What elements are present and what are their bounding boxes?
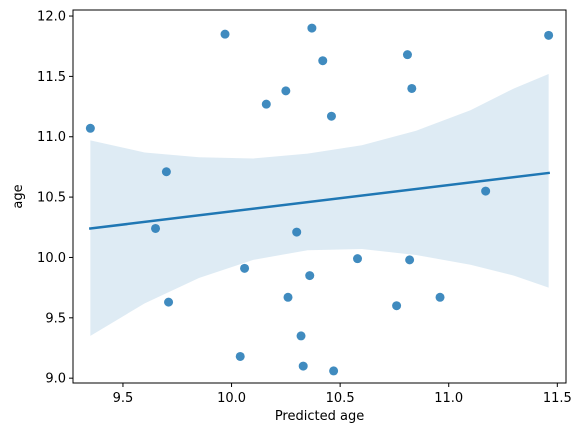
data-point bbox=[220, 29, 230, 39]
confidence-band-layer bbox=[90, 73, 549, 336]
y-tick-label: 11.5 bbox=[37, 70, 66, 85]
data-point bbox=[307, 23, 317, 33]
data-point bbox=[296, 331, 306, 341]
data-point bbox=[161, 167, 171, 177]
data-point bbox=[305, 271, 315, 281]
data-points-layer bbox=[85, 23, 554, 376]
data-point bbox=[544, 30, 554, 40]
data-point bbox=[292, 227, 302, 237]
data-point bbox=[407, 83, 417, 93]
data-point bbox=[151, 223, 161, 233]
y-tick-label: 11.0 bbox=[37, 130, 66, 145]
data-point bbox=[405, 255, 415, 265]
data-point bbox=[298, 361, 308, 371]
regression-line bbox=[88, 171, 551, 230]
x-axis-ticks: 9.5 10.0 10.5 11.0 11.5 bbox=[113, 383, 572, 406]
y-tick-label: 12.0 bbox=[37, 10, 66, 25]
y-axis-label: age bbox=[11, 184, 26, 208]
data-point bbox=[240, 263, 250, 273]
x-tick-label: 11.5 bbox=[543, 391, 572, 406]
data-point bbox=[281, 86, 291, 96]
x-axis-label: Predicted age bbox=[275, 409, 364, 424]
data-point bbox=[392, 301, 402, 311]
x-tick-label: 10.0 bbox=[217, 391, 246, 406]
data-point bbox=[164, 297, 174, 307]
plot-background bbox=[73, 10, 566, 383]
y-tick-label: 9.5 bbox=[45, 311, 66, 326]
x-tick-label: 10.5 bbox=[326, 391, 355, 406]
y-tick-label: 10.0 bbox=[37, 251, 66, 266]
regression-line-layer bbox=[88, 171, 551, 230]
plot-frame bbox=[72, 9, 567, 384]
data-point bbox=[353, 254, 363, 264]
data-point bbox=[283, 292, 293, 302]
data-point bbox=[261, 99, 271, 109]
y-axis-ticks: 9.0 9.5 10.0 10.5 11.0 11.5 12.0 bbox=[37, 10, 73, 387]
y-tick-label: 10.5 bbox=[37, 191, 66, 206]
data-point bbox=[85, 123, 95, 133]
confidence-band bbox=[90, 73, 549, 336]
data-point bbox=[481, 186, 491, 196]
data-point bbox=[329, 366, 339, 376]
data-point bbox=[318, 56, 328, 66]
data-point bbox=[326, 111, 336, 121]
data-point bbox=[435, 292, 445, 302]
y-tick-label: 9.0 bbox=[45, 372, 66, 387]
data-point bbox=[402, 50, 412, 60]
x-tick-label: 9.5 bbox=[113, 391, 134, 406]
x-tick-label: 11.0 bbox=[434, 391, 463, 406]
data-point bbox=[235, 351, 245, 361]
